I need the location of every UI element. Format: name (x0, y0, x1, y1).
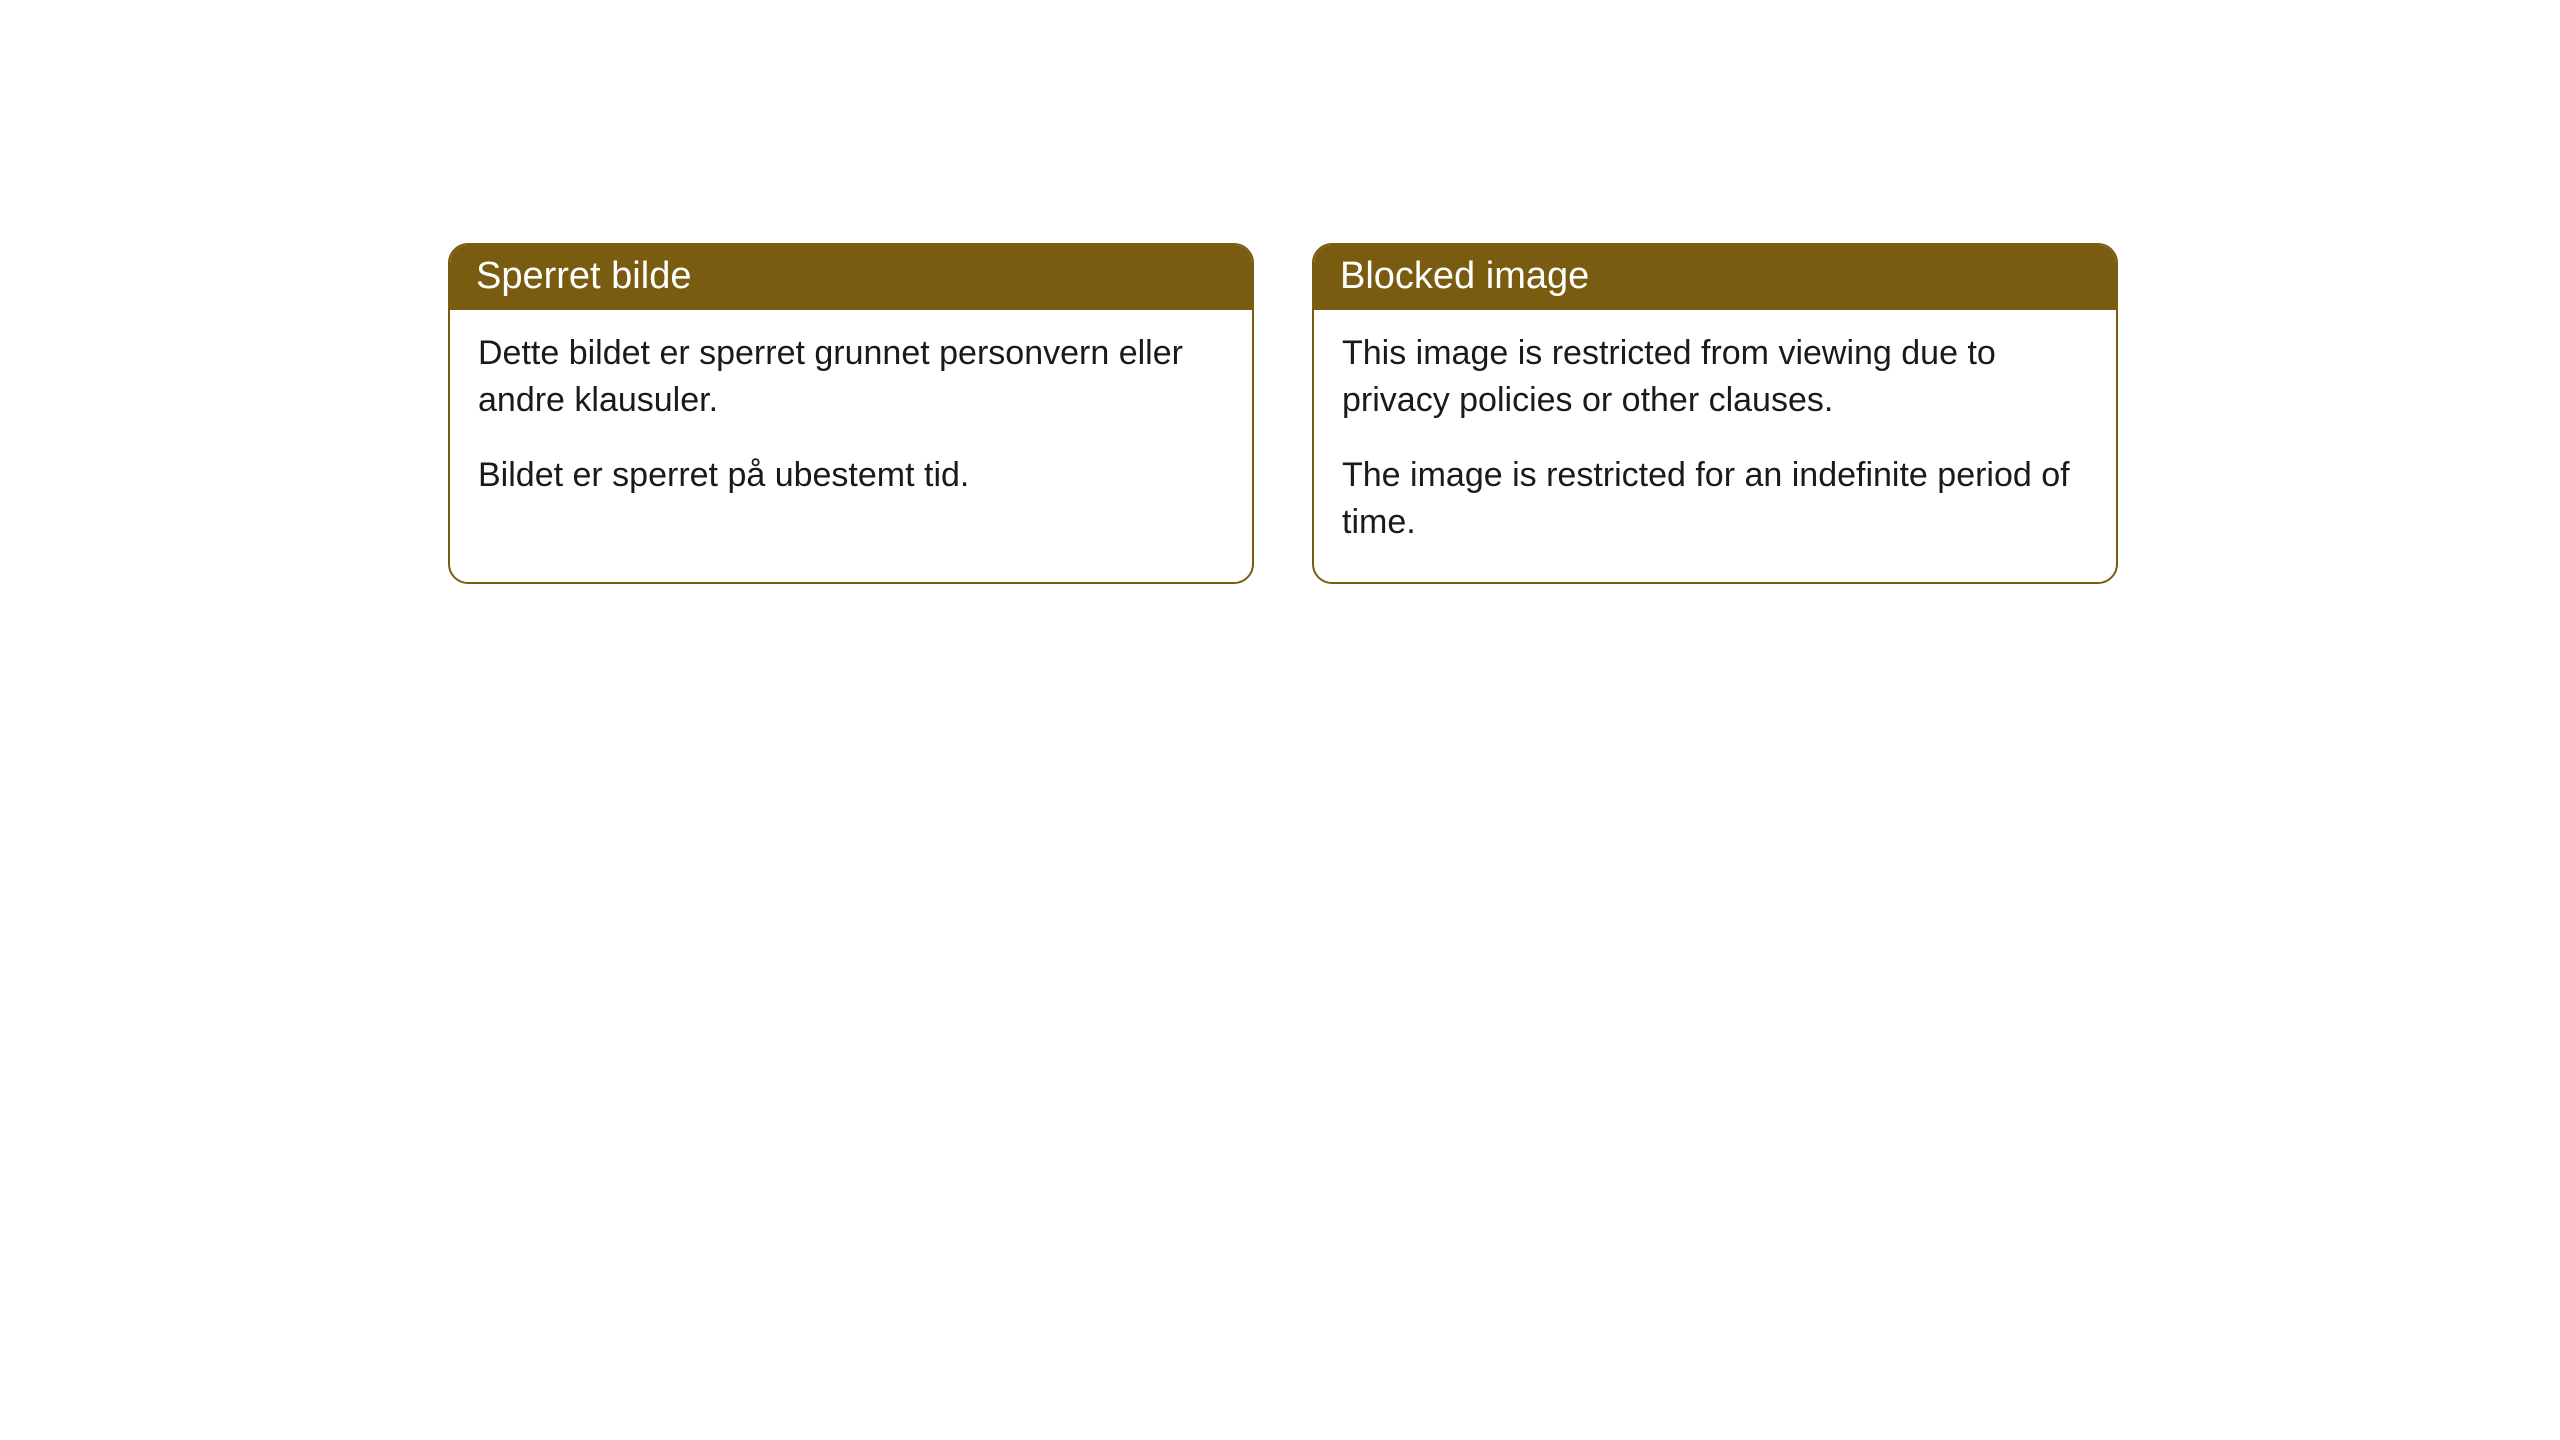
notice-card-header: Blocked image (1314, 245, 2116, 310)
notice-paragraph: The image is restricted for an indefinit… (1342, 452, 2088, 546)
notice-card-body: Dette bildet er sperret grunnet personve… (450, 310, 1252, 535)
notice-card-english: Blocked image This image is restricted f… (1312, 243, 2118, 584)
notice-card-norwegian: Sperret bilde Dette bildet er sperret gr… (448, 243, 1254, 584)
notice-card-body: This image is restricted from viewing du… (1314, 310, 2116, 582)
notice-container: Sperret bilde Dette bildet er sperret gr… (0, 0, 2560, 584)
notice-paragraph: Dette bildet er sperret grunnet personve… (478, 330, 1224, 424)
notice-card-header: Sperret bilde (450, 245, 1252, 310)
notice-paragraph: This image is restricted from viewing du… (1342, 330, 2088, 424)
notice-paragraph: Bildet er sperret på ubestemt tid. (478, 452, 1224, 499)
notice-title: Blocked image (1340, 255, 1589, 297)
notice-title: Sperret bilde (476, 255, 691, 297)
